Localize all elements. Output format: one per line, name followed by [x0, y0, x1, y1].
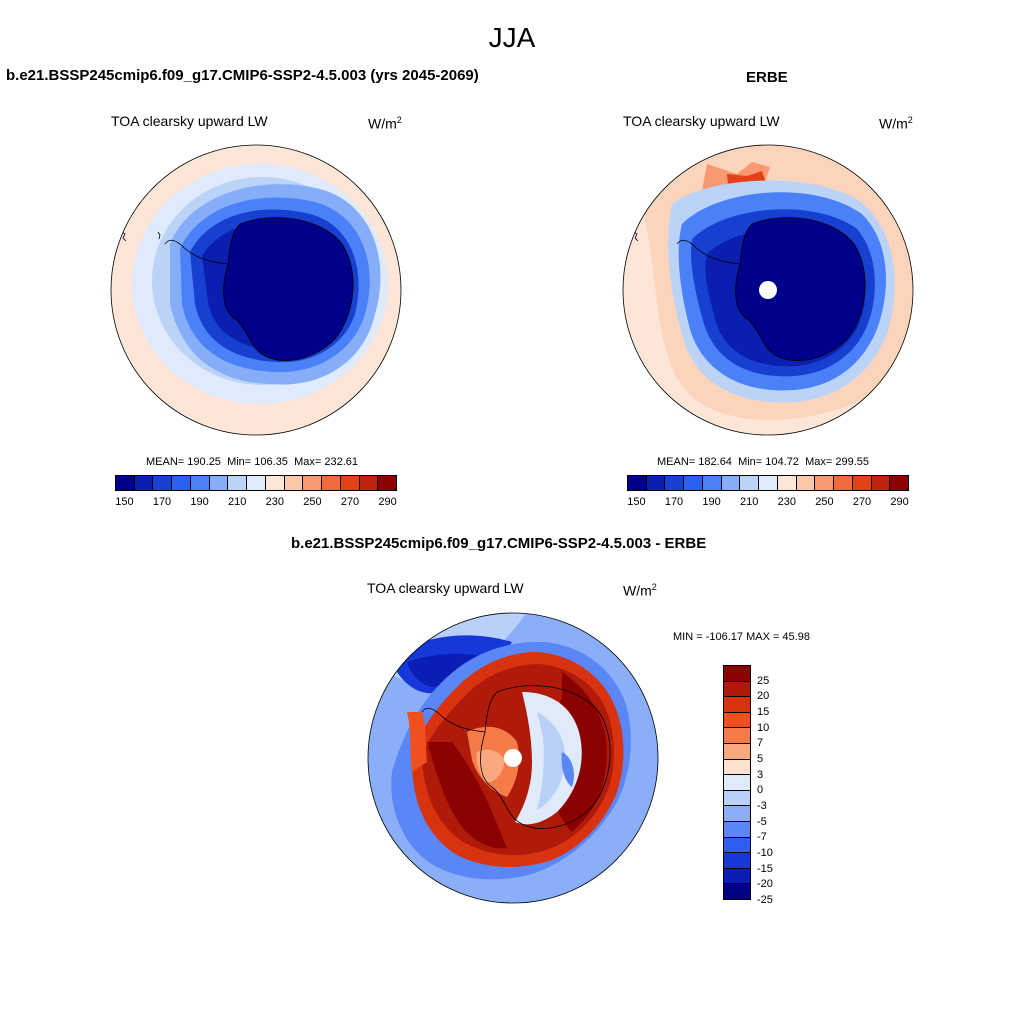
- colorbar-tick-label: -10: [757, 847, 773, 859]
- colorbar-swatch: [724, 759, 750, 776]
- colorbar-swatch: [665, 476, 685, 490]
- model-polar-map: [110, 144, 402, 436]
- colorbar-tick-label: 25: [757, 674, 770, 687]
- colorbar-swatch: [724, 728, 750, 744]
- colorbar-tick-label: 270: [852, 496, 872, 508]
- colorbar-swatch: [724, 666, 750, 682]
- colorbar-tick-label: 210: [740, 496, 759, 508]
- colorbar-tick-label: 190: [190, 496, 209, 508]
- colorbar-swatch: [724, 712, 750, 729]
- colorbar-swatch: [777, 476, 797, 490]
- colorbar-swatch: [724, 806, 750, 822]
- colorbar-tick-label: 250: [303, 496, 322, 508]
- colorbar-swatch: [724, 853, 750, 869]
- colorbar-swatch: [724, 868, 750, 885]
- colorbar-tick-label: 170: [152, 496, 172, 508]
- obs-panel-title: ERBE: [746, 69, 788, 86]
- colorbar-swatch: [796, 476, 816, 490]
- obs-variable-label: TOA clearsky upward LW: [623, 113, 780, 129]
- colorbar-swatch: [322, 476, 341, 490]
- colorbar-tick-label: 170: [664, 496, 684, 508]
- diff-units-label: W/m2: [623, 582, 657, 599]
- colorbar-swatch: [724, 775, 750, 791]
- obs-polar-map: [622, 144, 914, 436]
- colorbar-swatch: [724, 697, 750, 713]
- colorbar-tick-label: 20: [757, 690, 770, 703]
- colorbar-swatch: [871, 476, 891, 490]
- colorbar-tick-label: 190: [702, 496, 721, 508]
- colorbar-swatch: [646, 476, 666, 490]
- colorbar-tick-label: 290: [890, 496, 909, 508]
- colorbar-tick-label: 15: [757, 706, 770, 718]
- diff-variable-label: TOA clearsky upward LW: [367, 580, 524, 596]
- colorbar-tick-label: 5: [757, 753, 764, 765]
- colorbar-tick-label: 230: [777, 496, 796, 508]
- colorbar-swatch: [340, 476, 360, 490]
- colorbar-swatch: [378, 476, 397, 490]
- diff-polar-map: [367, 612, 659, 904]
- colorbar-tick-label: -7: [757, 831, 767, 844]
- obs-stats: MEAN= 182.64 Min= 104.72 Max= 299.55: [657, 456, 869, 468]
- colorbar-tick-label: 3: [757, 768, 764, 781]
- model-stats: MEAN= 190.25 Min= 106.35 Max= 232.61: [146, 456, 358, 468]
- colorbar-swatch: [134, 476, 154, 490]
- obs-units-label: W/m2: [879, 115, 913, 132]
- model-panel-title: b.e21.BSSP245cmip6.f09_g17.CMIP6-SSP2-4.…: [6, 67, 479, 84]
- colorbar-swatch: [247, 476, 266, 490]
- colorbar-swatch: [724, 743, 750, 760]
- colorbar-tick-label: 7: [757, 737, 764, 750]
- colorbar-tick-label: 270: [340, 496, 360, 508]
- diff-panel-title: b.e21.BSSP245cmip6.f09_g17.CMIP6-SSP2-4.…: [291, 535, 707, 552]
- colorbar-swatch: [724, 681, 750, 698]
- obs-colorbar: [627, 475, 909, 491]
- colorbar-swatch: [724, 884, 750, 899]
- colorbar-tick-label: 150: [627, 496, 646, 508]
- colorbar-swatch: [172, 476, 191, 490]
- colorbar-swatch: [284, 476, 304, 490]
- colorbar-swatch: [684, 476, 703, 490]
- colorbar-swatch: [721, 476, 741, 490]
- colorbar-swatch: [834, 476, 853, 490]
- diff-minmax: MIN = -106.17 MAX = 45.98: [673, 631, 810, 643]
- colorbar-swatch: [628, 476, 647, 490]
- colorbar-tick-label: 230: [265, 496, 284, 508]
- colorbar-swatch: [359, 476, 379, 490]
- colorbar-swatch: [209, 476, 229, 490]
- colorbar-swatch: [228, 476, 248, 490]
- colorbar-swatch: [153, 476, 173, 490]
- colorbar-swatch: [724, 790, 750, 807]
- colorbar-swatch: [890, 476, 909, 490]
- colorbar-tick-label: 290: [378, 496, 397, 508]
- colorbar-swatch: [116, 476, 135, 490]
- colorbar-swatch: [724, 837, 750, 854]
- colorbar-tick-label: 250: [815, 496, 834, 508]
- model-variable-label: TOA clearsky upward LW: [111, 113, 268, 129]
- colorbar-tick-label: -5: [757, 815, 767, 828]
- model-units-label: W/m2: [368, 115, 402, 132]
- colorbar-swatch: [759, 476, 778, 490]
- colorbar-tick-label: 10: [757, 721, 770, 734]
- colorbar-tick-label: 210: [228, 496, 247, 508]
- colorbar-tick-label: -20: [757, 878, 773, 891]
- figure-title: JJA: [488, 22, 536, 53]
- colorbar-tick-label: 0: [757, 784, 764, 797]
- colorbar-tick-label: 150: [115, 496, 134, 508]
- colorbar-swatch: [740, 476, 760, 490]
- colorbar-swatch: [815, 476, 835, 490]
- colorbar-swatch: [724, 821, 750, 838]
- colorbar-tick-label: -25: [757, 894, 773, 906]
- diff-colorbar: [723, 665, 751, 900]
- colorbar-swatch: [190, 476, 210, 490]
- colorbar-swatch: [702, 476, 722, 490]
- model-colorbar: [115, 475, 397, 491]
- colorbar-swatch: [852, 476, 872, 490]
- colorbar-swatch: [303, 476, 323, 490]
- colorbar-swatch: [265, 476, 285, 490]
- colorbar-tick-label: -3: [757, 800, 767, 812]
- colorbar-tick-label: -15: [757, 862, 773, 875]
